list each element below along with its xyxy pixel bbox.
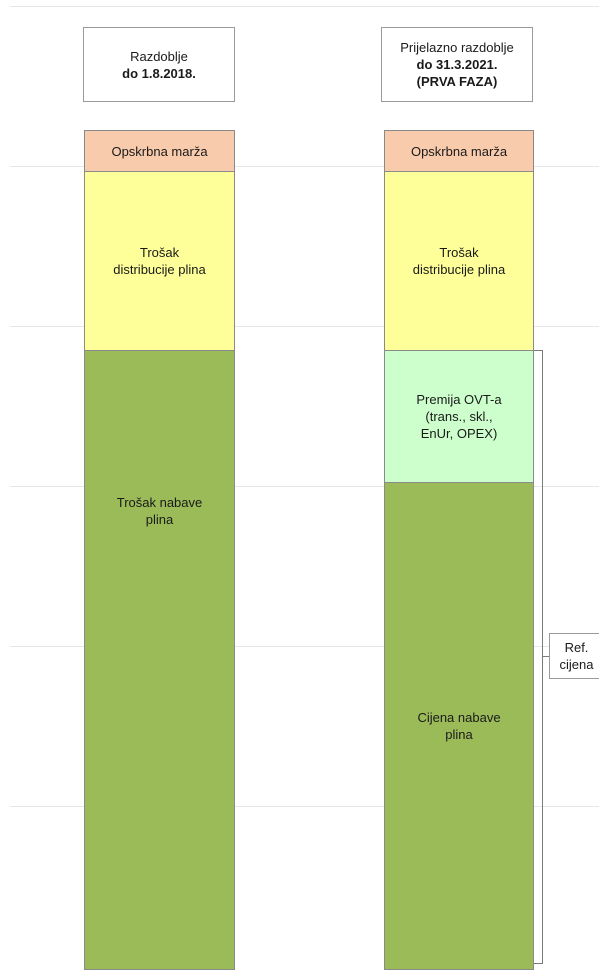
reference-price-label-line2: cijena: [559, 657, 594, 672]
column-1-distribution-segment: Trošak distribucije plina: [84, 171, 235, 351]
column-1-header: Razdoblje do 1.8.2018.: [83, 27, 235, 102]
column-2-header: Prijelazno razdoblje do 31.3.2021. (PRVA…: [381, 27, 533, 102]
distribution-label-line1: Trošak: [139, 245, 180, 260]
premium-label-line3: EnUr, OPEX): [420, 426, 498, 441]
margin-label: Opskrbna marža: [410, 143, 508, 159]
reference-price-label-line1: Ref.: [564, 640, 589, 655]
column-2-distribution-segment: Trošak distribucije plina: [384, 171, 534, 351]
column-1-header-line1: Razdoblje: [130, 48, 188, 64]
column-2-premium-segment: Premija OVT-a (trans., skl., EnUr, OPEX): [384, 350, 534, 483]
column-1-header-line2: do 1.8.2018.: [122, 65, 196, 81]
premium-label-line2: (trans., skl.,: [425, 409, 493, 424]
reference-price-bracket: [534, 350, 543, 964]
column-2-header-line2: do 31.3.2021.: [416, 57, 498, 72]
distribution-label-line2: distribucije plina: [412, 262, 506, 277]
column-2-header-line3: (PRVA FAZA): [416, 74, 498, 89]
price-label-line2: plina: [445, 727, 473, 742]
bracket-pointer: [542, 656, 549, 657]
column-2-price-segment: Cijena nabave plina: [384, 482, 534, 970]
gridline: [10, 646, 599, 647]
gridline: [10, 486, 599, 487]
price-label-line1: Cijena nabave: [417, 710, 501, 725]
premium-label-line1: Premija OVT-a: [416, 392, 502, 407]
distribution-label-line1: Trošak: [439, 245, 479, 260]
gridline: [10, 166, 599, 167]
gridline: [10, 6, 599, 7]
distribution-label-line2: distribucije plina: [113, 262, 206, 277]
gridline: [10, 326, 599, 327]
column-1-margin-segment: Opskrbna marža: [84, 130, 235, 172]
column-1-procurement-segment: Trošak nabave plina: [84, 350, 235, 970]
procurement-label-line1: Trošak nabave: [116, 495, 203, 510]
reference-price-label: Ref. cijena: [549, 633, 599, 679]
procurement-label-line2: plina: [145, 512, 174, 527]
gridline: [10, 806, 599, 807]
column-2-header-line1: Prijelazno razdoblje: [400, 40, 514, 55]
column-2-margin-segment: Opskrbna marža: [384, 130, 534, 172]
margin-label: Opskrbna marža: [111, 143, 208, 159]
